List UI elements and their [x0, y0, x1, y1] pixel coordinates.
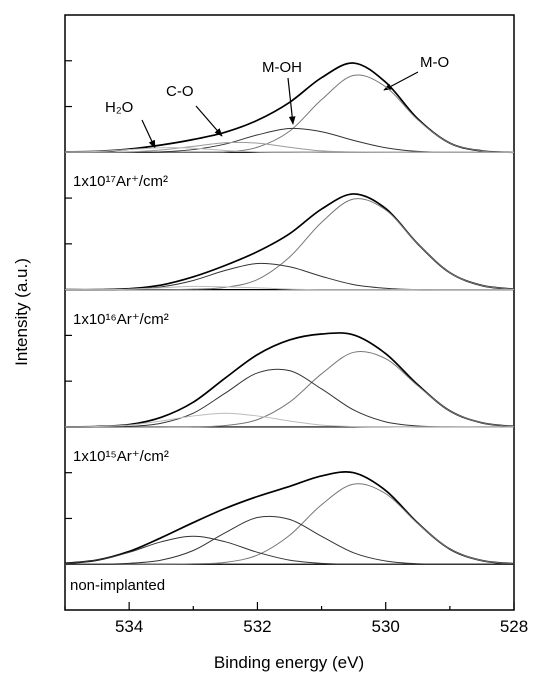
annotation: M-OH — [262, 59, 302, 76]
x-tick-label: 534 — [115, 617, 143, 636]
series-line — [64, 147, 515, 153]
x-tick-label: 530 — [372, 617, 400, 636]
y-axis-label: Intensity (a.u.) — [12, 258, 31, 366]
annotation: M-O — [420, 54, 449, 71]
series-line — [64, 535, 514, 565]
x-tick-label: 528 — [500, 617, 528, 636]
x-tick-label: 532 — [243, 617, 271, 636]
series-line — [65, 198, 515, 291]
series-line — [64, 285, 514, 291]
x-axis-label: Binding energy (eV) — [214, 653, 364, 672]
panel-label: 1x10¹⁷Ar⁺/cm² — [73, 173, 168, 190]
arrow — [141, 119, 156, 149]
arrow — [383, 71, 419, 91]
series-line — [64, 262, 514, 291]
panel-label: 1x10¹⁵Ar⁺/cm² — [73, 448, 169, 465]
series-line — [64, 483, 515, 565]
series-line — [64, 193, 515, 291]
series-line — [64, 141, 515, 153]
series-line — [64, 470, 515, 565]
panel-label: non-implanted — [70, 577, 165, 594]
series-line — [64, 515, 514, 565]
series-line — [64, 332, 515, 428]
panel-label: 1x10¹⁶Ar⁺/cm² — [73, 311, 169, 328]
plot-frame — [64, 14, 515, 611]
series-line — [64, 368, 514, 428]
series-line — [64, 412, 514, 428]
arrow — [195, 105, 223, 137]
series-line — [64, 350, 515, 428]
annotation: C-O — [166, 83, 194, 100]
annotation: H₂O — [105, 99, 133, 116]
